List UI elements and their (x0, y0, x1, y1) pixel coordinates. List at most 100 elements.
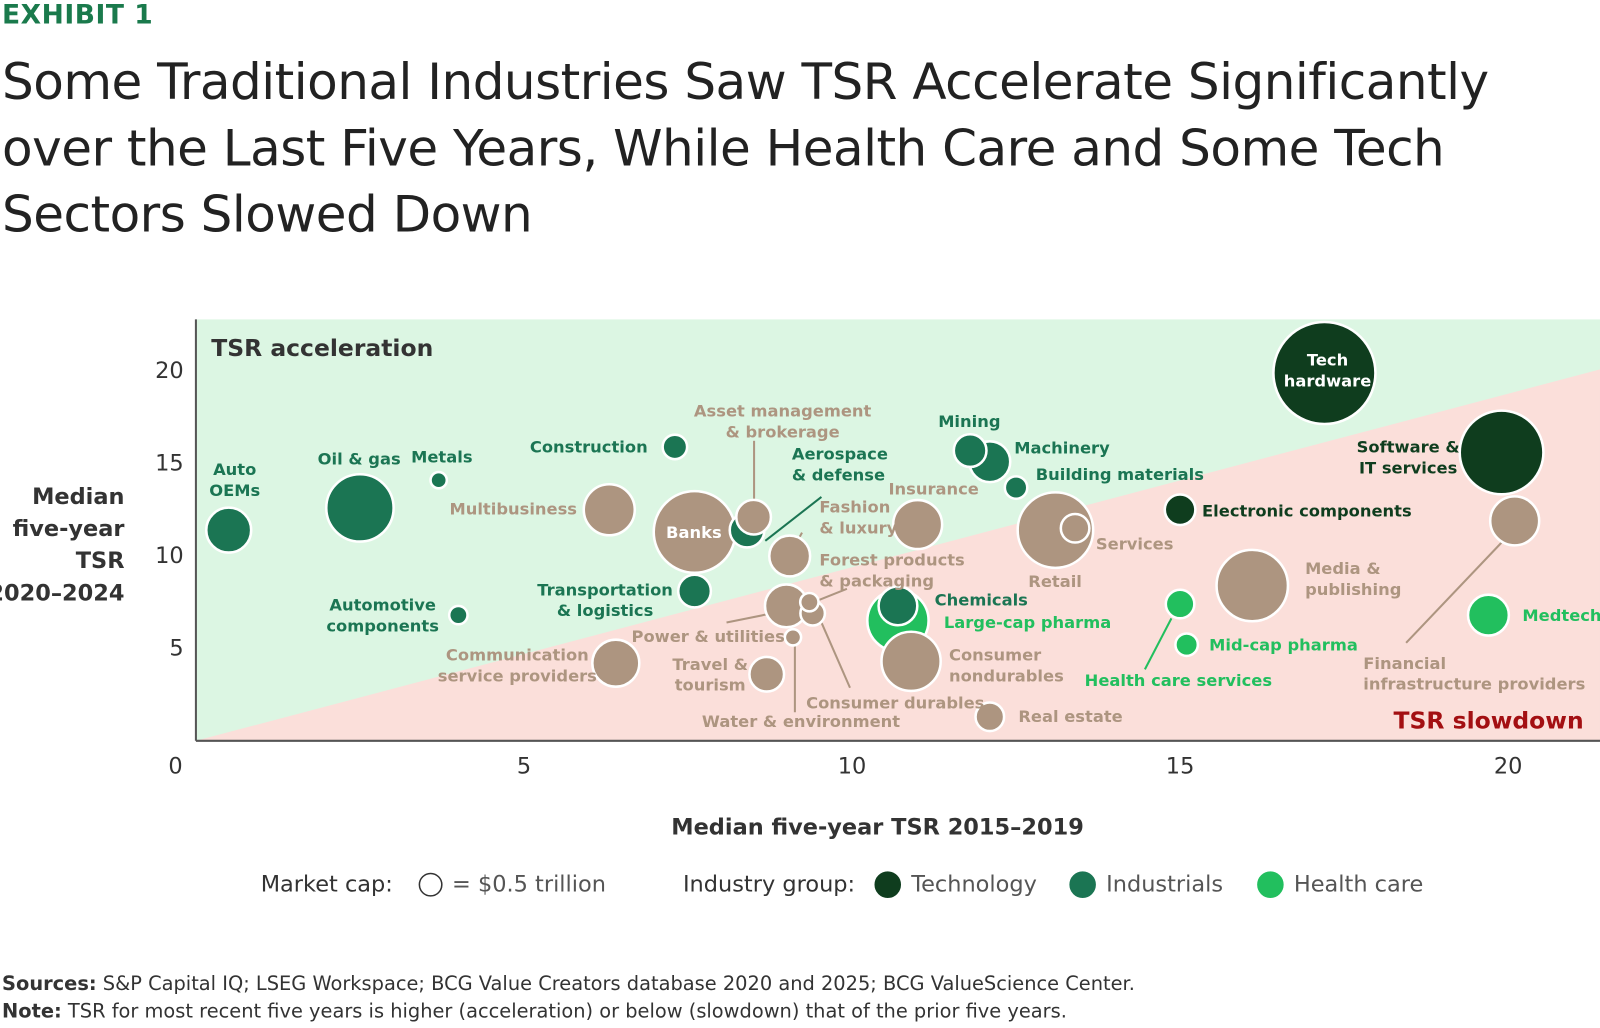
legend-swatch-technology (872, 869, 904, 900)
bubble-label: Electronic components (1202, 502, 1412, 521)
leader-line (764, 496, 823, 542)
bubble-label: Transportation (537, 580, 673, 599)
y-tick-label: 10 (155, 543, 184, 569)
bubble-electronic-components (1163, 493, 1197, 527)
bubble-services (1059, 512, 1091, 544)
bubble-label: hardware (1284, 372, 1372, 391)
bubble-consumer-nondurables (880, 630, 942, 693)
bubble-chemicals (877, 585, 919, 627)
note-text: TSR for most recent five years is higher… (67, 999, 1067, 1023)
bubble-label: Construction (530, 437, 648, 456)
bubble-label: Oil & gas (318, 450, 401, 469)
y-tick-label: 15 (155, 451, 184, 477)
bubble-label: Consumer durables (806, 694, 984, 713)
y-axis-title: five-year (13, 516, 125, 542)
bubble-label: tourism (675, 676, 746, 695)
bubble-label: Real estate (1018, 707, 1122, 726)
x-tick-label: 20 (1494, 753, 1523, 779)
bubble-media-publishing (1215, 548, 1290, 623)
bubble-building-materials (1003, 475, 1029, 501)
bubble-water-environment (783, 627, 803, 647)
bubble-label: Automotive (329, 596, 436, 615)
sources-line: Sources: S&P Capital IQ; LSEG Workspace;… (2, 972, 1135, 994)
y-tick-label: 5 (169, 635, 183, 661)
legend-size-circle-icon (418, 872, 443, 897)
x-axis-title: Median five-year TSR 2015–2019 (671, 815, 1084, 841)
bubble-label: Financial (1363, 654, 1446, 673)
bubble-financial-infrastructure-providers (1488, 495, 1541, 547)
region-label-slowdown: TSR slowdown (1394, 706, 1584, 734)
bubble-label: Aerospace (792, 445, 888, 464)
legend-size-label: Market cap: (261, 872, 393, 898)
legend-entry: Technology (910, 872, 1037, 898)
bubble-label: Health care services (1085, 671, 1272, 690)
bubble-label: Communication (446, 646, 589, 665)
bubble-label: components (326, 617, 439, 636)
bubble-multibusiness (582, 482, 637, 537)
x-tick-label: 10 (838, 753, 867, 779)
bubble-label: & brokerage (726, 423, 840, 442)
bubble-label: publishing (1305, 580, 1401, 599)
bubble-label: Consumer (949, 646, 1041, 665)
bubble-label: Fashion (819, 498, 890, 517)
bubble-label: Mid-cap pharma (1209, 635, 1358, 654)
x-tick-label: 15 (1166, 753, 1195, 779)
legend-size-value: = $0.5 trillion (452, 872, 606, 898)
bubble-automotive-components (447, 604, 469, 626)
bubble-label: Insurance (888, 479, 978, 498)
region-label-acceleration: TSR acceleration (211, 334, 433, 362)
bubble-insurance (891, 498, 944, 551)
bubble-medtech (1466, 593, 1511, 637)
bubble-label: Services (1096, 534, 1174, 553)
bubble-label: & luxury (819, 519, 897, 538)
note-label: Note: (2, 999, 62, 1023)
y-tick-label: 20 (155, 358, 184, 384)
sources-text: S&P Capital IQ; LSEG Workspace; BCG Valu… (102, 972, 1135, 995)
bubble-label: Media & (1305, 559, 1380, 578)
bubble-construction (661, 433, 689, 461)
y-axis-title: TSR (76, 548, 125, 574)
bubble-mid-cap-pharma (1174, 632, 1200, 658)
bubble-label: Chemicals (935, 590, 1028, 609)
bubble-label: Tech (1307, 351, 1348, 370)
x-tick-label: 0 (168, 753, 182, 779)
bubble-label: infrastructure providers (1363, 675, 1585, 694)
bubble-auto-oems (205, 506, 253, 554)
y-axis-title: Median (32, 484, 124, 510)
leader-line (1405, 537, 1507, 644)
bubble-label: Large-cap pharma (944, 613, 1111, 632)
bubble-asset-management-brokerage (735, 498, 773, 536)
bubble-label: Forest products (819, 551, 964, 570)
bubble-forest-products-packaging (798, 591, 820, 613)
bubble-label: nondurables (949, 667, 1064, 686)
exhibit-number: EXHIBIT 1 (2, 0, 154, 31)
bubble-retail (1016, 491, 1095, 570)
bubble-label: Banks (666, 523, 722, 542)
note-line: Note: TSR for most recent five years is … (2, 1000, 1067, 1022)
bubble-label: Mining (938, 412, 1000, 431)
legend-group-label: Industry group: (683, 872, 855, 898)
bubble-label: Asset management (694, 402, 872, 421)
bubble-oil-gas (325, 472, 395, 543)
legend-swatch-health-care (1255, 869, 1286, 900)
leader-line (820, 622, 851, 689)
bubble-label: Software & (1357, 437, 1460, 456)
leader-line (1143, 617, 1173, 670)
bubble-real-estate (974, 701, 1006, 733)
chart-title: Some Traditional Industries Saw TSR Acce… (2, 53, 1489, 244)
bubble-label: & logistics (557, 601, 653, 620)
bubble-label: & packaging (819, 572, 934, 591)
bubble-communication-service-providers (591, 638, 641, 688)
bubble-label: Building materials (1036, 465, 1204, 484)
y-axis-title: 2020–2024 (0, 580, 124, 606)
bubble-label: Multibusiness (450, 500, 578, 519)
bubble-health-care-services (1164, 588, 1196, 620)
bubble-travel-tourism (748, 655, 786, 693)
bubble-label: Travel & (672, 655, 748, 674)
bubble-label: service providers (438, 667, 597, 686)
bubble-label: Retail (1028, 572, 1082, 591)
bubble-fashion-luxury (768, 534, 812, 578)
bubble-mining (952, 433, 988, 469)
